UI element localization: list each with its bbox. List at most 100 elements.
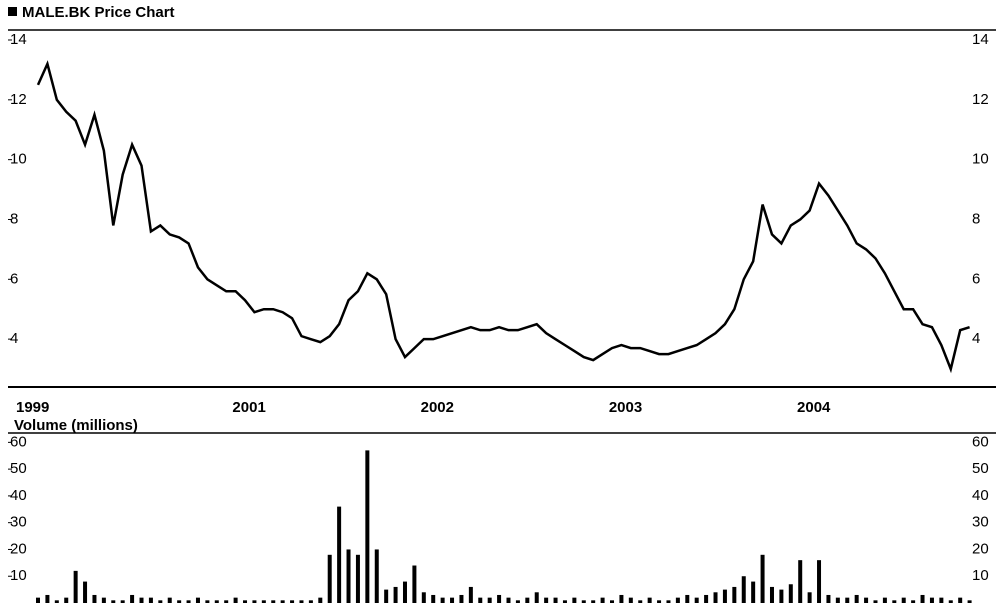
y-tick-label: 12: [10, 91, 27, 108]
volume-bar: [534, 592, 539, 603]
y-tick-label: 10: [10, 151, 27, 168]
volume-bar: [901, 597, 906, 603]
x-tick-label: 1999: [16, 399, 49, 416]
volume-bar: [299, 600, 304, 603]
volume-bar: [243, 600, 248, 603]
volume-bar: [657, 600, 662, 603]
volume-bar: [233, 597, 238, 603]
y-tick-label-right: 6: [972, 270, 980, 287]
y-tick-label-right: 4: [972, 330, 980, 347]
volume-bar: [261, 600, 266, 603]
volume-bar: [83, 581, 88, 603]
volume-bar: [167, 597, 172, 603]
volume-bar: [139, 597, 144, 603]
volume-bar: [873, 600, 878, 603]
volume-bar: [308, 600, 313, 603]
volume-bar: [619, 594, 624, 603]
x-tick-label: 2003: [609, 399, 642, 416]
volume-bar: [195, 597, 200, 603]
volume-bar: [384, 589, 389, 603]
volume-bar: [186, 600, 191, 603]
volume-bar: [130, 594, 135, 603]
y-tick-label-right: 10: [972, 567, 989, 584]
volume-bar: [158, 600, 163, 603]
y-tick-label-right: 14: [972, 31, 989, 48]
volume-bar: [64, 597, 69, 603]
volume-bar: [948, 600, 953, 603]
volume-bar: [148, 597, 153, 603]
volume-bar: [864, 597, 869, 603]
price-line: [36, 60, 970, 374]
volume-bar: [958, 597, 963, 603]
y-tick-label: 60: [10, 433, 27, 450]
volume-bar: [939, 597, 944, 603]
volume-bar: [506, 597, 511, 603]
y-tick-label: 8: [10, 210, 18, 227]
x-tick-label: 2001: [232, 399, 265, 416]
volume-bar: [412, 565, 417, 603]
volume-bar: [882, 597, 887, 603]
volume-bar: [337, 506, 342, 603]
y-tick-label-right: 12: [972, 91, 989, 108]
volume-bar: [355, 554, 360, 603]
volume-bar: [967, 600, 972, 603]
y-tick-label: 40: [10, 487, 27, 504]
volume-bar: [374, 549, 379, 603]
x-tick-label: 2002: [421, 399, 454, 416]
volume-bar: [779, 589, 784, 603]
volume-bar: [713, 592, 718, 603]
volume-bar: [402, 581, 407, 603]
volume-bar: [760, 554, 765, 603]
y-tick-label: 6: [10, 270, 18, 287]
y-tick-label: 10: [10, 567, 27, 584]
volume-bar: [478, 597, 483, 603]
y-tick-label: 14: [10, 31, 27, 48]
volume-bar: [440, 597, 445, 603]
volume-bar: [92, 594, 97, 603]
y-tick-label-right: 50: [972, 460, 989, 477]
volume-bar: [647, 597, 652, 603]
title-icon: [8, 7, 17, 16]
volume-bar: [111, 600, 116, 603]
volume-bar: [271, 600, 276, 603]
volume-bar: [666, 600, 671, 603]
volume-bar: [732, 586, 737, 603]
volume-bar: [769, 586, 774, 603]
volume-bar: [600, 597, 605, 603]
volume-bar: [920, 594, 925, 603]
volume-bar: [214, 600, 219, 603]
volume-bar: [45, 594, 50, 603]
volume-bar: [120, 600, 125, 603]
volume-bar: [450, 597, 455, 603]
y-tick-label-right: 10: [972, 151, 989, 168]
volume-bar: [854, 594, 859, 603]
volume-bar: [205, 600, 210, 603]
chart-title: MALE.BK Price Chart: [22, 4, 175, 21]
y-tick-label: 4: [10, 330, 18, 347]
volume-bar: [36, 597, 40, 603]
y-tick-label-right: 60: [972, 433, 989, 450]
x-tick-label: 2004: [797, 399, 831, 416]
volume-bar: [751, 581, 756, 603]
volume-bar: [73, 570, 78, 603]
volume-bar: [290, 600, 295, 603]
volume-bar: [431, 594, 436, 603]
y-tick-label-right: 20: [972, 540, 989, 557]
volume-bar: [421, 592, 426, 603]
volume-bar: [572, 597, 577, 603]
volume-bar: [365, 450, 370, 603]
volume-bar: [817, 560, 822, 603]
volume-bar: [722, 589, 727, 603]
volume-bar: [224, 600, 229, 603]
volume-bar: [553, 597, 558, 603]
volume-bar: [177, 600, 182, 603]
volume-bar: [704, 594, 709, 603]
volume-bar: [628, 597, 633, 603]
volume-bar: [835, 597, 840, 603]
volume-bar: [487, 597, 492, 603]
volume-bar: [929, 597, 934, 603]
volume-bar: [525, 597, 530, 603]
volume-bar: [327, 554, 332, 603]
volume-bar: [581, 600, 586, 603]
